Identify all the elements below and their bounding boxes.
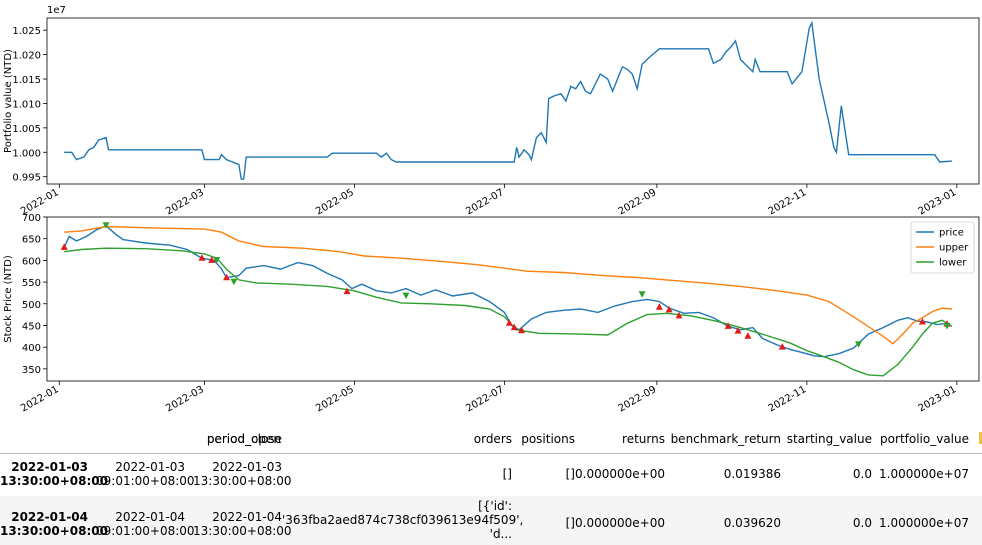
sell-marker [213,257,221,264]
cell-returns: 0.000000e+00 [575,467,665,481]
table-header-row: period_open orders positions returns ben… [0,424,982,454]
legend-box [910,221,975,274]
buy-marker [343,287,351,295]
cell-benchmark-return: 0.039620 [723,516,781,530]
buy-marker [198,254,206,261]
sell-marker [102,222,110,229]
sell-marker [855,341,863,348]
y-tick-label: 1.015 [12,75,41,86]
cell-orders: [] [502,467,512,481]
y-tick-label: 1.010 [12,99,41,110]
scroll-indicator [979,432,982,444]
cell-period-close: 2022-01-04 13:30:00+08:00 [193,510,292,538]
buy-marker [518,326,526,334]
legend-label: price [939,228,964,239]
series-line-upper [64,225,952,345]
col-header-positions: positions [521,432,575,446]
x-tick-label: 2022-03 [164,384,206,414]
cell-positions: [] [565,467,575,481]
x-tick-label: 2022-07 [464,187,506,217]
col-header-returns: returns [622,432,665,446]
y-tick-label: 500 [22,300,41,311]
buy-marker [778,343,786,350]
legend-label: upper [939,243,969,254]
x-tick-label: 2022-09 [617,384,659,414]
buy-marker [675,311,683,319]
y-tick-label: 1.025 [12,26,41,37]
cell-positions: [] [565,516,575,530]
cell-portfolio-value: 1.000000e+07 [879,467,969,481]
x-tick-label: 2022-05 [314,384,356,414]
series-line-lower [64,247,953,377]
buy-marker [510,323,518,331]
x-tick-label: 2023-01 [917,384,959,414]
y-tick-label: 350 [22,365,41,376]
buy-marker [505,319,513,326]
portfolio-value-chart: 0.995 1.000 1.005 1.010 1.015 1.020 1.025 2022-… [3,5,980,217]
y-tick-label: 650 [22,235,41,246]
plot-frame [46,17,980,185]
series-line-series0 [64,20,952,180]
cell-period-open: 2022-01-04 09:01:00+08:00 [96,510,195,538]
buy-marker [60,243,68,250]
x-tick-label: 2022-11 [767,384,809,414]
y-tick-label: 600 [22,256,41,267]
sell-marker [230,278,238,286]
x-tick-label: 2022-07 [464,384,506,414]
y-tick-label: 1.020 [12,51,41,62]
buy-marker [208,256,216,263]
header-divider [0,453,982,454]
table-row: 2022-01-04 13:30:00+08:00 2022-01-04 09:… [0,496,982,545]
buy-marker [734,327,742,334]
cell-starting-value: 0.0 [852,516,872,530]
y-axis-label: Portfolio value (NTD) [3,49,14,153]
buy-marker [223,273,231,281]
buy-marker [744,332,752,339]
col-header-period-open: period_open [206,432,281,446]
x-tick-label: 2022-09 [617,187,659,217]
buy-marker [665,305,673,313]
y-tick-label: 400 [22,343,41,354]
cell-benchmark-return: 0.019386 [723,467,781,481]
x-tick-label: 2022-01 [19,384,61,414]
col-header-benchmark-return: benchmark_return [670,432,781,446]
buy-marker [724,322,732,329]
cell-period-close: 2022-01-03 13:30:00+08:00 [193,460,292,488]
cell-portfolio-value: 1.000000e+07 [879,516,969,530]
y-tick-label: 450 [22,321,41,332]
x-tick-label: 2022-11 [767,187,809,217]
cell-orders: [{'id': '363fba2aed874c738cf039613e94f50… [282,499,524,541]
cell-returns: 0.000000e+00 [575,516,665,530]
sell-marker [638,291,646,298]
y-tick-label: 1.000 [12,148,41,159]
buy-marker [918,317,926,325]
sell-marker [943,322,951,330]
row-index: 2022-01-04 13:30:00+08:00 [0,510,108,538]
y-tick-label: 1.005 [12,124,41,135]
y-offset-label: 1e7 [47,5,66,16]
y-axis-label: Stock Price (NTD) [3,255,14,343]
col-header-period-close: period_close [206,432,282,446]
x-tick-label: 2022-03 [164,187,206,217]
table-row: 2022-01-03 13:30:00+08:00 2022-01-03 09:… [0,455,982,496]
y-tick-label: 700 [22,213,41,224]
y-tick-label: 550 [22,278,41,289]
sell-marker [402,292,410,300]
stock-price-chart: 350 400 450 500 550 600 650 700 2022-01 2022-03 20… [3,213,980,414]
plot-frame [46,216,980,382]
col-header-portfolio-value: portfolio_value [880,432,969,446]
x-tick-label: 2022-05 [314,187,356,217]
legend-label: lower [939,258,967,269]
row-index: 2022-01-03 13:30:00+08:00 [0,460,108,488]
series-line-price [63,224,953,358]
cell-period-open: 2022-01-03 09:01:00+08:00 [96,460,195,488]
buy-marker [655,303,663,310]
x-tick-label: 2023-01 [917,187,959,217]
y-tick-label: 0.995 [12,173,41,184]
col-header-orders: orders [473,432,512,446]
cell-starting-value: 0.0 [852,467,872,481]
col-header-starting-value: starting_value [786,432,872,446]
charts-area: 0.995 1.000 1.005 1.010 1.015 1.020 1.025 2022-… [3,5,980,414]
